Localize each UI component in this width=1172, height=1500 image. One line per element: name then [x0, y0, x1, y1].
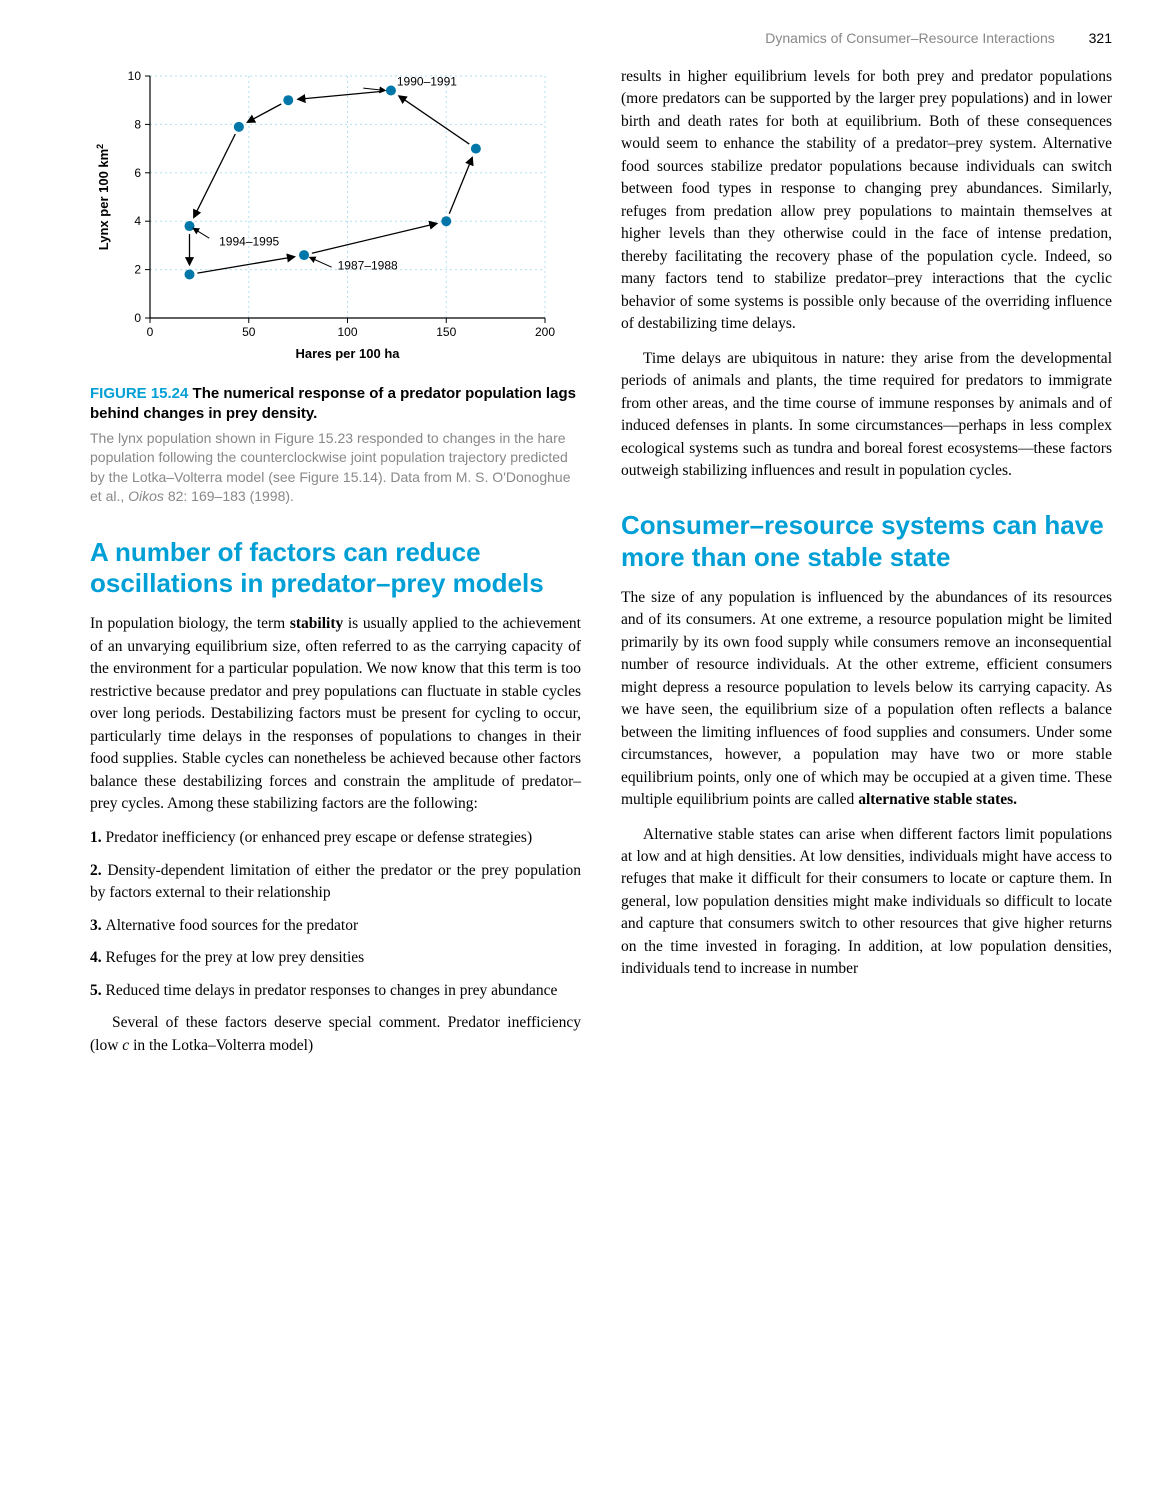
svg-text:Lynx per 100 km2: Lynx per 100 km2 — [95, 144, 111, 250]
list-item: 2. Density-dependent limitation of eithe… — [90, 860, 581, 905]
right-p3a: The size of any population is influenced… — [621, 589, 1112, 808]
svg-text:200: 200 — [535, 325, 555, 339]
intro-bold: stability — [290, 615, 343, 632]
right-p3bold: alternative stable states. — [858, 791, 1017, 808]
svg-text:50: 50 — [242, 325, 256, 339]
list-item: 5. Reduced time delays in predator respo… — [90, 980, 581, 1002]
right-p1: results in higher equilibrium levels for… — [621, 66, 1112, 336]
figure-number: FIGURE 15.24 — [90, 385, 188, 402]
section-heading-right: Consumer–resource systems can have more … — [621, 510, 1112, 572]
svg-text:4: 4 — [134, 214, 141, 228]
svg-text:0: 0 — [134, 311, 141, 325]
list-item: 3. Alternative food sources for the pred… — [90, 915, 581, 937]
figure-caption: The lynx population shown in Figure 15.2… — [90, 429, 581, 507]
figure-caption-p2: 82: 169–183 (1998). — [164, 488, 294, 504]
svg-text:100: 100 — [337, 325, 357, 339]
svg-text:150: 150 — [436, 325, 456, 339]
svg-text:1990–1991: 1990–1991 — [397, 75, 457, 89]
factor-list: 1. Predator inefficiency (or enhanced pr… — [90, 827, 581, 1002]
list-item: 1. Predator inefficiency (or enhanced pr… — [90, 827, 581, 849]
right-p4: Alternative stable states can arise when… — [621, 824, 1112, 981]
chart-svg: 0 50 100 150 200 0 2 4 6 8 10 Hares per 100 ha Lynx … — [90, 66, 560, 366]
running-title: Dynamics of Consumer–Resource Interactio… — [765, 30, 1054, 46]
svg-text:10: 10 — [128, 69, 142, 83]
right-p3: The size of any population is influenced… — [621, 587, 1112, 812]
running-header: Dynamics of Consumer–Resource Interactio… — [90, 30, 1112, 46]
figure-chart: 0 50 100 150 200 0 2 4 6 8 10 Hares per 100 ha Lynx … — [90, 66, 581, 366]
page-number: 321 — [1089, 30, 1112, 46]
section-heading-left: A number of factors can reduce oscillati… — [90, 537, 581, 599]
list-item: 4. Refuges for the prey at low prey dens… — [90, 947, 581, 969]
right-p2: Time delays are ubiquitous in nature: th… — [621, 348, 1112, 483]
left-closing: Several of these factors deserve special… — [90, 1012, 581, 1057]
figure-title: FIGURE 15.24 The numerical response of a… — [90, 384, 581, 425]
left-intro: In population biology, the term stabilit… — [90, 613, 581, 815]
svg-text:1994–1995: 1994–1995 — [219, 234, 279, 248]
intro-a: In population biology, the term — [90, 615, 290, 632]
svg-text:Hares per 100 ha: Hares per 100 ha — [295, 346, 400, 361]
figure-caption-ital: Oikos — [128, 488, 164, 504]
intro-b: is usually applied to the achievement of… — [90, 615, 581, 812]
svg-text:8: 8 — [134, 117, 141, 131]
svg-text:1987–1988: 1987–1988 — [338, 259, 398, 273]
closing-b: in the Lotka–Volterra model) — [129, 1037, 313, 1054]
svg-text:2: 2 — [134, 263, 141, 277]
svg-text:6: 6 — [134, 166, 141, 180]
svg-text:0: 0 — [147, 325, 154, 339]
